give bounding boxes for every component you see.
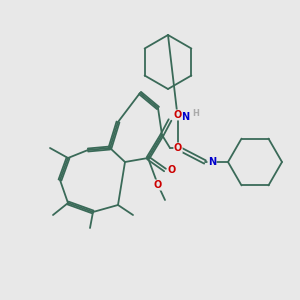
Text: O: O: [154, 180, 162, 190]
Text: N: N: [208, 157, 216, 167]
Text: O: O: [174, 143, 182, 153]
Text: N: N: [181, 112, 189, 122]
Text: O: O: [168, 165, 176, 175]
Text: O: O: [174, 110, 182, 120]
Text: H: H: [193, 110, 200, 118]
